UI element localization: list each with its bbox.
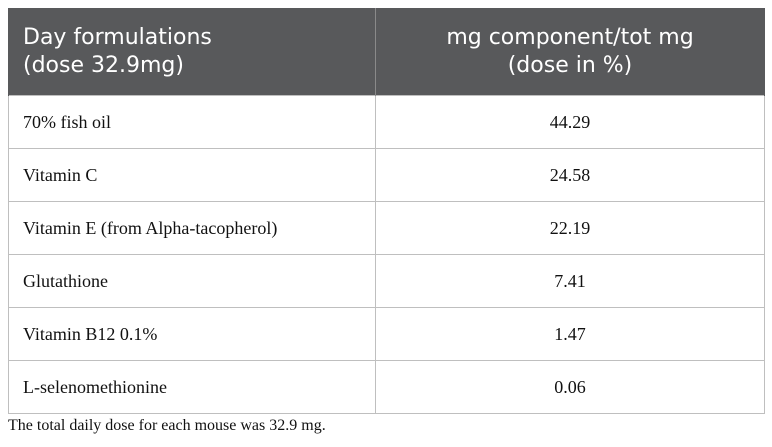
formulation-table-container: Day formulations (dose 32.9mg) mg compon…	[8, 8, 765, 414]
row-value: 22.19	[375, 201, 765, 255]
row-value: 44.29	[375, 95, 765, 149]
row-value: 24.58	[375, 148, 765, 202]
row-value: 0.06	[375, 360, 765, 414]
row-component: Glutathione	[8, 254, 376, 308]
formulation-table: Day formulations (dose 32.9mg) mg compon…	[8, 8, 765, 414]
row-component: L-selenomethionine	[8, 360, 376, 414]
table-row: Glutathione 7.41	[8, 254, 765, 308]
row-value: 1.47	[375, 307, 765, 361]
header-day-formulations-line1: Day formulations	[23, 24, 212, 50]
header-day-formulations: Day formulations (dose 32.9mg)	[8, 8, 376, 96]
table-row: 70% fish oil 44.29	[8, 95, 765, 149]
table-footnote: The total daily dose for each mouse was …	[8, 417, 326, 434]
table-row: Vitamin E (from Alpha-tacopherol) 22.19	[8, 201, 765, 255]
row-component: Vitamin C	[8, 148, 376, 202]
row-value: 7.41	[375, 254, 765, 308]
header-mg-component-line1: mg component/tot mg	[446, 24, 694, 50]
table-row: L-selenomethionine 0.06	[8, 360, 765, 414]
row-component: Vitamin B12 0.1%	[8, 307, 376, 361]
table-row: Vitamin C 24.58	[8, 148, 765, 202]
table-body: 70% fish oil 44.29 Vitamin C 24.58 Vitam…	[8, 95, 765, 414]
header-row: Day formulations (dose 32.9mg) mg compon…	[8, 8, 765, 96]
header-day-formulations-line2: (dose 32.9mg)	[23, 52, 184, 78]
row-component: Vitamin E (from Alpha-tacopherol)	[8, 201, 376, 255]
header-mg-component: mg component/tot mg (dose in %)	[375, 8, 765, 96]
header-mg-component-line2: (dose in %)	[507, 52, 633, 78]
table-row: Vitamin B12 0.1% 1.47	[8, 307, 765, 361]
row-component: 70% fish oil	[8, 95, 376, 149]
table-header: Day formulations (dose 32.9mg) mg compon…	[8, 8, 765, 96]
